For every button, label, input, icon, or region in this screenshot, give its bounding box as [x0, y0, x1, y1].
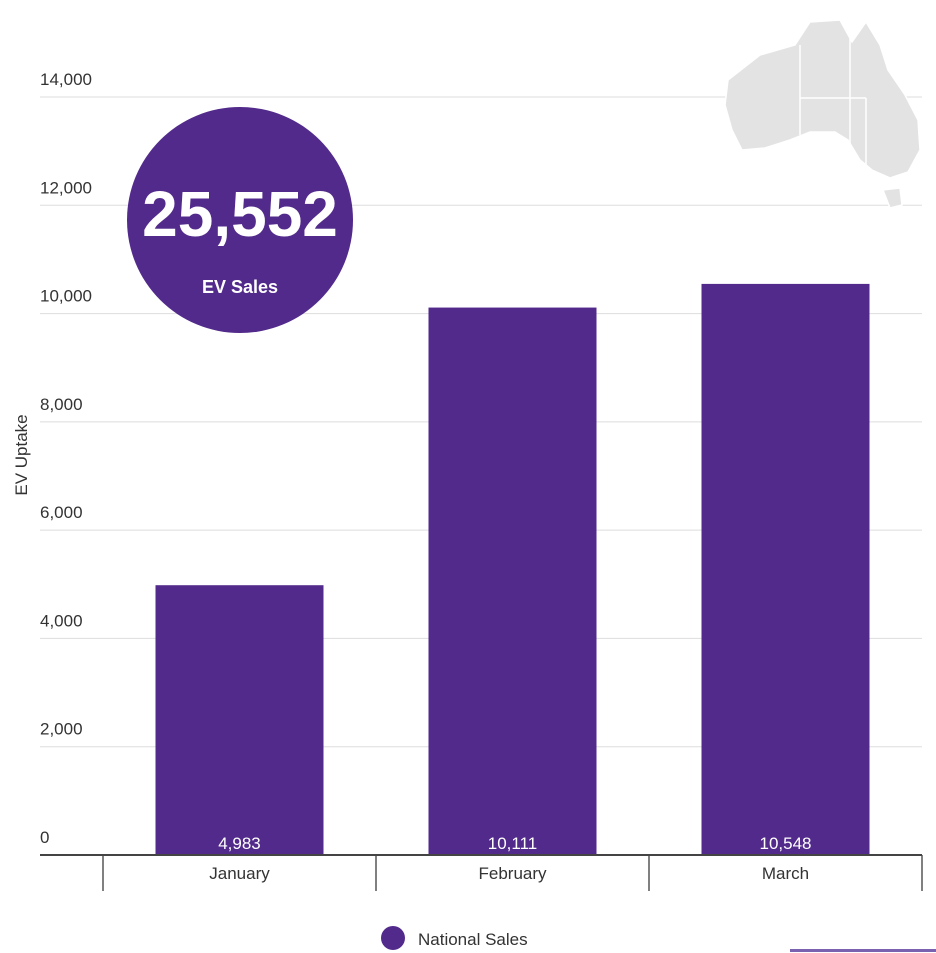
- x-tick-label: February: [478, 864, 547, 883]
- value-label: 10,548: [760, 834, 812, 853]
- australia-map: [724, 19, 921, 209]
- callout-label: EV Sales: [202, 277, 278, 297]
- bar: [155, 585, 324, 855]
- y-tick-label: 6,000: [40, 503, 83, 522]
- x-tick-label: January: [209, 864, 270, 883]
- y-tick-label: 2,000: [40, 720, 83, 739]
- bar: [701, 283, 870, 856]
- legend-label: National Sales: [418, 930, 528, 949]
- callout-value: 25,552: [142, 178, 338, 250]
- legend-marker: [381, 926, 405, 950]
- y-tick-label: 10,000: [40, 287, 92, 306]
- callout-circle: [127, 107, 353, 333]
- y-tick-label: 0: [40, 828, 49, 847]
- value-label: 10,111: [488, 834, 537, 853]
- y-tick-label: 8,000: [40, 395, 83, 414]
- x-tick-label: March: [762, 864, 809, 883]
- y-tick-label: 14,000: [40, 70, 92, 89]
- y-tick-label: 4,000: [40, 611, 83, 630]
- bar: [428, 307, 597, 855]
- y-axis-label: EV Uptake: [12, 414, 31, 495]
- value-label: 4,983: [218, 834, 261, 853]
- y-tick-label: 12,000: [40, 178, 92, 197]
- decoration-bar: [790, 949, 936, 952]
